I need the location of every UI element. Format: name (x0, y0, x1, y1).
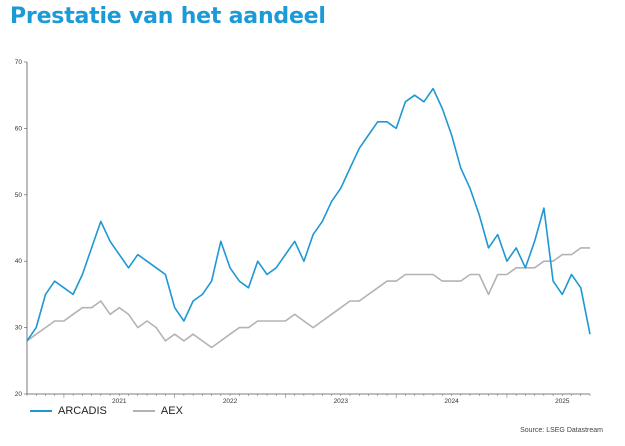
series-line-arcadis (26, 87, 591, 342)
legend-item-aex: AEX (132, 405, 183, 417)
y-tick-label: 20 (15, 391, 23, 398)
y-tick-label: 70 (15, 59, 23, 66)
legend-swatch-aex (132, 410, 155, 412)
legend-swatch-arcadis (30, 410, 52, 412)
legend-label-arcadis: ARCADIS (58, 405, 107, 417)
x-tick-label: 2021 (112, 398, 127, 405)
y-tick-label: 60 (15, 125, 23, 132)
y-tick-label: 30 (15, 325, 23, 332)
x-tick-label: 2025 (555, 398, 570, 405)
x-tick-label: 2022 (223, 398, 238, 405)
page-title: Prestatie van het aandeel (10, 4, 326, 29)
y-tick-label: 50 (15, 192, 23, 199)
legend-label-aex: AEX (160, 405, 183, 417)
x-tick-label: 2023 (334, 398, 349, 405)
y-tick-label: 40 (15, 258, 23, 265)
x-tick-label: 2024 (444, 398, 459, 405)
chart-axes: 20 30 40 50 60 70 2021 2022 2023 2024 2025 (15, 59, 591, 405)
source-note: Source: LSEG Datastream (520, 427, 603, 434)
chart-lines (26, 87, 591, 349)
legend-item-arcadis: ARCADIS (30, 405, 107, 417)
series-line-aex (26, 247, 590, 349)
chart-legend: ARCADIS AEX (30, 405, 209, 417)
